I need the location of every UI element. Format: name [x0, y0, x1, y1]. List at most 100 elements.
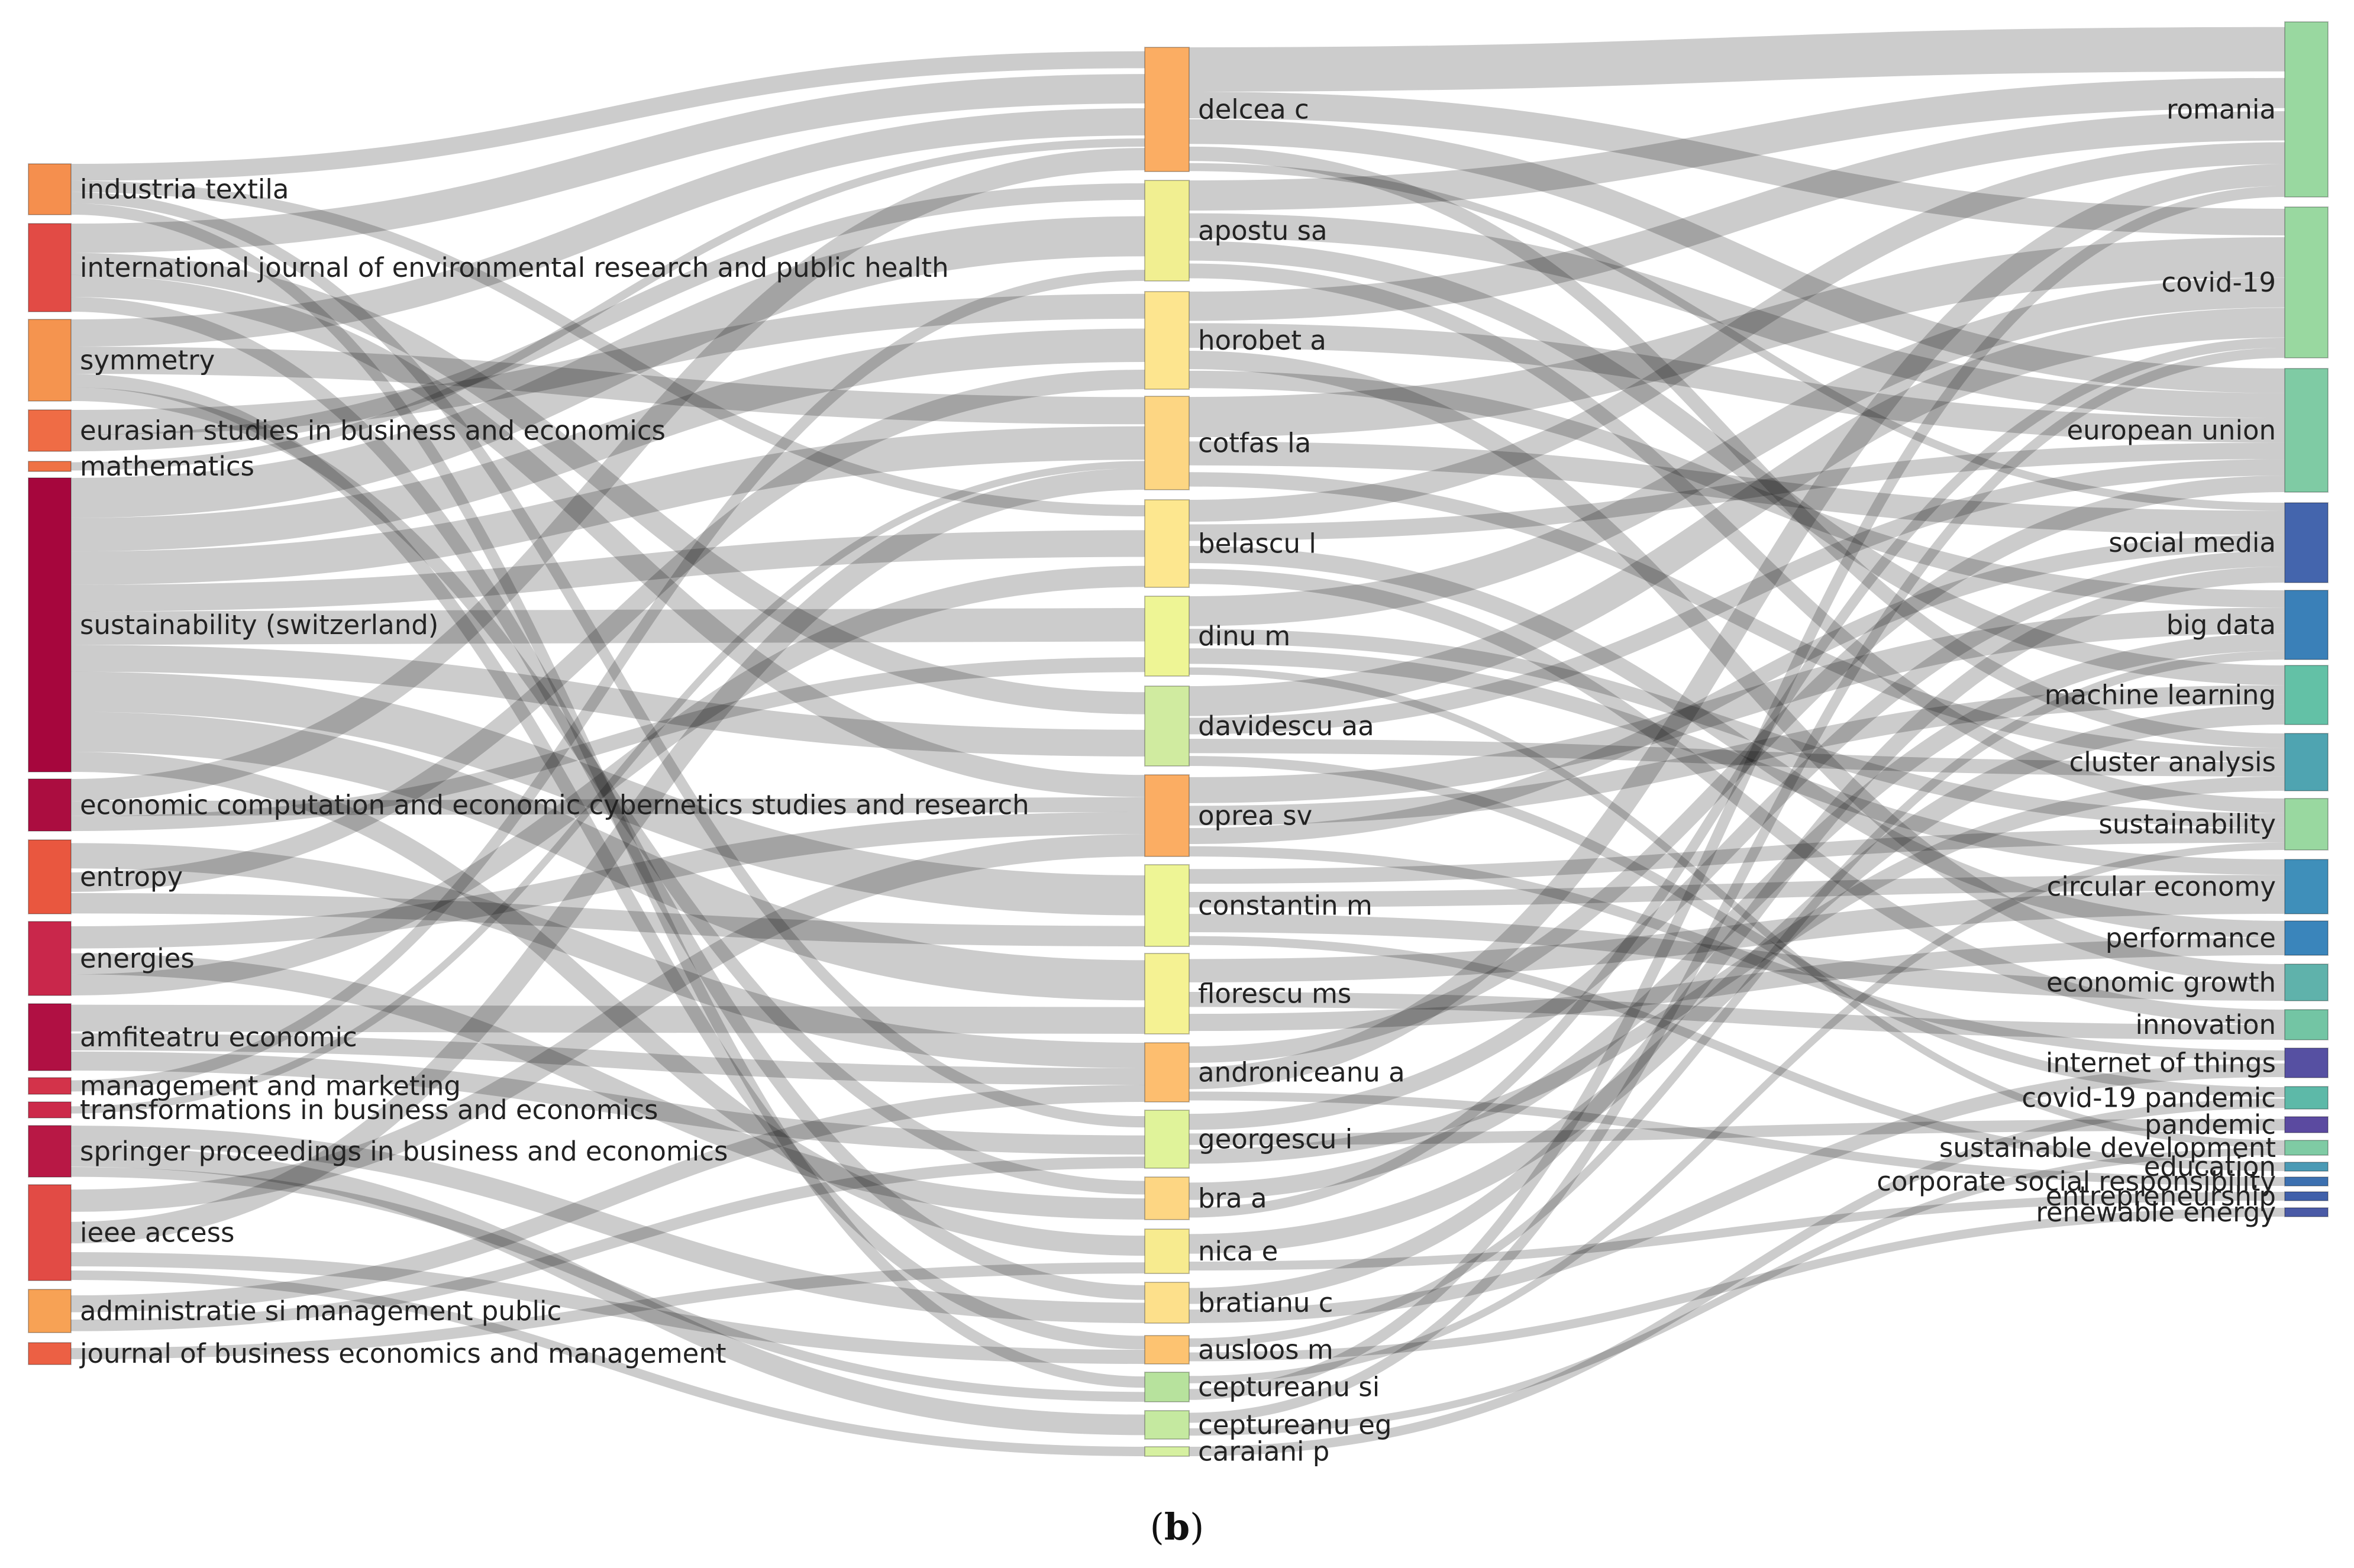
- keyword-node-5: [2284, 665, 2329, 725]
- author-node-4: [1144, 499, 1190, 588]
- author-keyword-link-27: [1189, 756, 2285, 1097]
- author-keyword-link-0: [1189, 27, 2285, 92]
- keyword-node-2: [2284, 368, 2329, 493]
- author-keyword-link-54: [1189, 186, 2285, 1400]
- source-label-11: transformations in business and economic…: [80, 1094, 658, 1126]
- keyword-node-11: [2284, 1009, 2329, 1040]
- source-node-4: [28, 461, 72, 472]
- keyword-label-10: economic growth: [2046, 967, 2276, 998]
- author-keyword-link-32: [1189, 827, 2285, 884]
- keyword-node-3: [2284, 502, 2329, 583]
- author-label-0: delcea c: [1198, 94, 1309, 125]
- author-keyword-link-8: [1189, 263, 2285, 813]
- keyword-label-2: european union: [2067, 415, 2276, 446]
- source-author-link-0: [70, 51, 1145, 181]
- author-keyword-link-41: [1189, 1091, 2285, 1186]
- author-node-13: [1144, 1228, 1190, 1274]
- author-keyword-link-31: [1189, 846, 2285, 1061]
- source-label-10: management and marketing: [80, 1071, 461, 1102]
- keyword-label-14: pandemic: [2145, 1109, 2276, 1140]
- keyword-node-10: [2284, 964, 2329, 1001]
- author-keyword-link-4: [1189, 163, 2285, 511]
- source-author-link-34: [70, 1033, 1145, 1085]
- source-label-14: administratie si management public: [80, 1295, 561, 1327]
- source-author-link-9: [70, 347, 1145, 425]
- author-node-6: [1144, 686, 1190, 767]
- keyword-node-19: [2284, 1207, 2329, 1217]
- author-node-3: [1144, 396, 1190, 490]
- source-author-link-46: [70, 1156, 1145, 1331]
- keyword-label-17: corporate social responsibility: [1877, 1166, 2276, 1197]
- panel-letter: b: [1164, 1505, 1190, 1548]
- keyword-label-15: sustainable development: [1939, 1132, 2276, 1163]
- author-label-13: nica e: [1198, 1236, 1278, 1267]
- author-keyword-link-19: [1189, 568, 2285, 1025]
- author-label-16: ceptureanu si: [1198, 1372, 1380, 1403]
- keyword-node-13: [2284, 1086, 2329, 1110]
- keyword-node-6: [2284, 733, 2329, 791]
- author-keyword-link-14: [1189, 441, 2285, 535]
- author-keyword-link-46: [1189, 338, 2285, 1218]
- author-label-7: oprea sv: [1198, 800, 1312, 832]
- author-keyword-link-48: [1189, 1192, 2285, 1270]
- keyword-node-1: [2284, 206, 2329, 358]
- author-keyword-link-47: [1189, 704, 2285, 1254]
- source-label-1: international journal of environmental r…: [80, 252, 949, 283]
- author-label-2: horobet a: [1198, 325, 1326, 356]
- author-node-11: [1144, 1110, 1190, 1169]
- author-keyword-link-57: [1189, 1098, 2285, 1456]
- source-author-link-8: [70, 108, 1145, 347]
- source-author-link-33: [70, 1004, 1145, 1034]
- author-label-8: constantin m: [1198, 890, 1373, 922]
- author-node-2: [1144, 291, 1190, 390]
- source-author-link-26: [70, 657, 1145, 831]
- source-author-link-21: [70, 671, 1145, 916]
- keyword-label-13: covid-19 pandemic: [2022, 1082, 2276, 1114]
- author-node-14: [1144, 1282, 1190, 1324]
- keyword-label-1: covid-19: [2162, 267, 2276, 298]
- author-keyword-link-16: [1189, 142, 2285, 522]
- keyword-label-4: big data: [2166, 609, 2276, 641]
- author-keyword-link-42: [1189, 551, 2285, 1130]
- author-keyword-link-6: [1189, 213, 2285, 418]
- author-keyword-link-34: [1189, 914, 2285, 1001]
- keyword-label-9: performance: [2106, 923, 2276, 954]
- author-keyword-link-45: [1189, 633, 2285, 1200]
- source-author-link-35: [70, 1051, 1145, 1155]
- keyword-node-0: [2284, 21, 2329, 198]
- author-keyword-link-37: [1189, 991, 2285, 1040]
- source-author-link-3: [70, 203, 1145, 1388]
- source-node-0: [28, 163, 72, 215]
- source-author-link-13: [70, 183, 1145, 451]
- panel-label: (b): [1149, 1505, 1205, 1548]
- keyword-node-7: [2284, 798, 2329, 851]
- author-keyword-link-33: [1189, 875, 2285, 908]
- author-keyword-link-3: [1189, 146, 2285, 748]
- source-author-link-41: [70, 834, 1145, 1212]
- source-node-14: [28, 1289, 72, 1333]
- author-keyword-link-11: [1189, 351, 2285, 982]
- source-node-6: [28, 778, 72, 832]
- author-keyword-link-17: [1189, 442, 2285, 541]
- keyword-label-12: internet of things: [2046, 1048, 2276, 1079]
- source-author-link-18: [70, 530, 1145, 612]
- source-author-link-25: [70, 797, 1145, 816]
- author-keyword-link-36: [1189, 890, 2285, 982]
- author-keyword-link-52: [1189, 1208, 2285, 1362]
- source-author-link-2: [70, 192, 1145, 1128]
- author-keyword-link-18: [1189, 546, 2285, 938]
- author-keyword-link-25: [1189, 459, 2285, 735]
- author-keyword-link-35: [1189, 936, 2285, 1171]
- author-label-14: bratianu c: [1198, 1287, 1333, 1318]
- author-node-7: [1144, 774, 1190, 857]
- source-author-link-4: [70, 74, 1145, 253]
- author-label-9: florescu ms: [1198, 978, 1351, 1010]
- author-keyword-link-50: [1189, 1063, 2285, 1323]
- keyword-label-8: circular economy: [2047, 871, 2276, 903]
- source-author-link-28: [70, 370, 1145, 892]
- source-label-9: amfiteatru economic: [80, 1021, 357, 1053]
- source-author-link-44: [70, 1270, 1145, 1456]
- keyword-label-0: romania: [2166, 94, 2276, 125]
- author-label-3: cotfas la: [1198, 428, 1311, 459]
